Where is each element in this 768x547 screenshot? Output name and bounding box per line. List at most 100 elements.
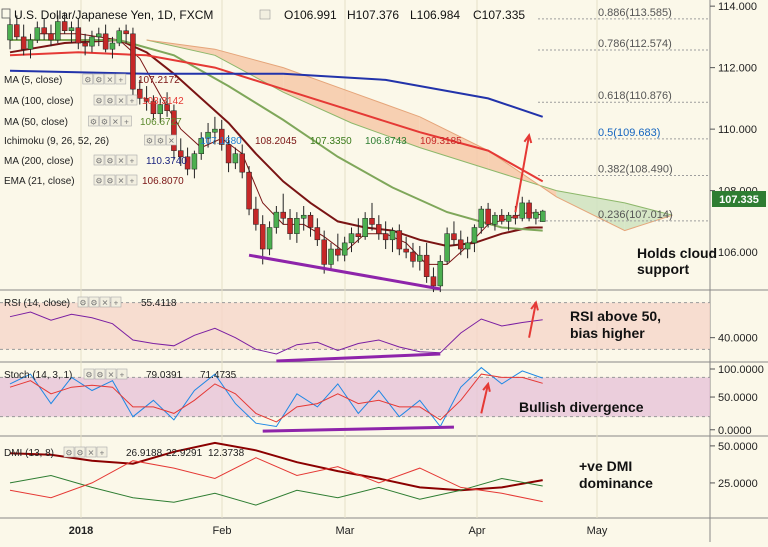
ohlc-value: H107.376 (347, 8, 399, 22)
legend-ma100-btn-glyph: ✕ (118, 97, 125, 106)
legend-ma100-btn-box (93, 94, 105, 106)
cloud-span-a (146, 39, 673, 216)
time-label: May (587, 525, 608, 537)
stoch-band-fill (0, 377, 710, 417)
stoch-header: Stoch (14, 3, 1) ⚙ ⚙ ✕ + 79.0391 71.4735 (4, 368, 237, 381)
legend-ma200-btn-glyph: ✕ (118, 157, 125, 166)
candle-body (499, 214, 505, 222)
candle-body (164, 104, 170, 111)
dmi-btn-box (63, 446, 75, 458)
dmi-btn-glyph: + (100, 449, 105, 458)
series-ma100 (9, 51, 544, 183)
collapse-icon[interactable] (1, 8, 11, 19)
legend-ma5-btn-glyph: ✕ (106, 76, 113, 85)
cloud-segment (624, 202, 673, 231)
candle-body (314, 227, 321, 241)
legend-label-ichimoku: Ichimoku (9, 26, 52, 26) (4, 136, 109, 147)
dmi-plus-line (9, 474, 543, 506)
rsi-band-fill (0, 302, 710, 350)
last-price-marker: 107.335 (712, 191, 766, 207)
annotation-line: RSI above 50, (570, 308, 661, 324)
candle-body (355, 233, 362, 237)
candle-body (143, 98, 150, 102)
candle-body (246, 171, 252, 210)
dmi-btn-box (96, 446, 108, 458)
legend-label-ma200: MA (200, close) (4, 156, 73, 167)
candle-body (212, 128, 218, 133)
stoch-d-value: 71.4735 (200, 370, 237, 381)
fib-label: 0.236(107.014) (598, 209, 673, 221)
fib-label: 0.786(112.574) (598, 38, 672, 50)
stoch-btn-glyph: ✕ (108, 371, 115, 380)
series-ma50 (10, 39, 543, 232)
legend-ma50-btn-glyph: + (124, 118, 129, 127)
dmi-minus-value: 12.3738 (208, 448, 245, 459)
dmi-minus-line (9, 457, 543, 503)
stoch-up-arrow (480, 383, 490, 414)
dmi-btn-box (74, 446, 86, 458)
legend-ma5-btn-box (93, 73, 105, 85)
candle-body (225, 144, 232, 164)
legend-label-ma5: MA (5, close) (4, 75, 62, 86)
candle-body (191, 153, 198, 170)
legend-ichimoku-btn-glyph: ✕ (168, 137, 175, 146)
candle-body (171, 110, 177, 151)
candle-body (341, 242, 348, 256)
legend-ma100-btn-box (126, 94, 138, 106)
annotation-cloud-support: Holds cloud support (637, 245, 717, 277)
legend-ma200-btn-box (93, 154, 105, 166)
legend-ma5-btn-box (82, 73, 94, 85)
stoch-btn-glyph: + (120, 371, 125, 380)
rsi-btn-box (88, 296, 100, 308)
rsi-band (0, 302, 710, 350)
dmi-adx-value: 26.9188 (126, 448, 163, 459)
stoch-k-value: 79.0391 (146, 370, 183, 381)
price-divergence-line (248, 253, 441, 291)
legend-ma50-btn-box (121, 115, 132, 127)
dmi-lines (9, 441, 543, 506)
candle-body (396, 230, 403, 250)
candle-body (253, 208, 259, 225)
legend-label-ma50: MA (50, close) (4, 117, 68, 128)
candle-body (417, 254, 423, 262)
candle-body (348, 233, 355, 244)
ohlc-readout: O106.991 H107.376 L106.984 C107.335 (284, 8, 525, 22)
price-up-arrow-head (523, 133, 533, 144)
candle-body (451, 233, 457, 241)
stoch-d-line (9, 373, 543, 423)
candle-body (287, 218, 293, 234)
candle-body (430, 276, 437, 287)
stoch-band (0, 376, 710, 418)
legend-ma100-btn-box (115, 94, 127, 106)
legend-ichimoku-btn-glyph: ⚙ (157, 137, 164, 146)
stoch-lines (9, 366, 543, 428)
rsi-btn-glyph: ⚙ (90, 299, 97, 308)
divergence-lines (248, 253, 454, 433)
candle-body (294, 218, 300, 234)
legend-label-ema21: EMA (21, close) (4, 176, 75, 187)
sub-tick-label: 25.0000 (718, 478, 758, 490)
symbol-title: U.S. Dollar/Japanese Yen, 1D, FXCM (14, 8, 213, 22)
rsi-label: RSI (14, close) (4, 298, 70, 309)
candle-body (505, 214, 512, 222)
candle-body (382, 233, 389, 241)
stoch-btn-box (83, 368, 95, 380)
stoch-btn-box (94, 368, 106, 380)
candle-body (478, 208, 485, 228)
dmi-label: DMI (13, 8) (4, 448, 54, 459)
dmi-plus-value: 22.9291 (166, 448, 203, 459)
candle-body (539, 210, 546, 222)
candle-body (280, 211, 286, 219)
candle-body (307, 214, 314, 228)
candle-body (300, 214, 307, 219)
cloud-segment (419, 116, 489, 170)
legend-ichimoku-btn-glyph: ⚙ (146, 137, 153, 146)
price-tick-label: 114.000 (718, 1, 757, 13)
candle-body (68, 27, 75, 31)
candle-body (137, 88, 143, 99)
annotation-line: Holds cloud (637, 245, 717, 261)
series-settings-icon[interactable] (259, 9, 271, 20)
stoch-k-line (9, 366, 543, 428)
legend-ichimoku-btn-box (166, 134, 177, 146)
candle-body (239, 153, 245, 173)
